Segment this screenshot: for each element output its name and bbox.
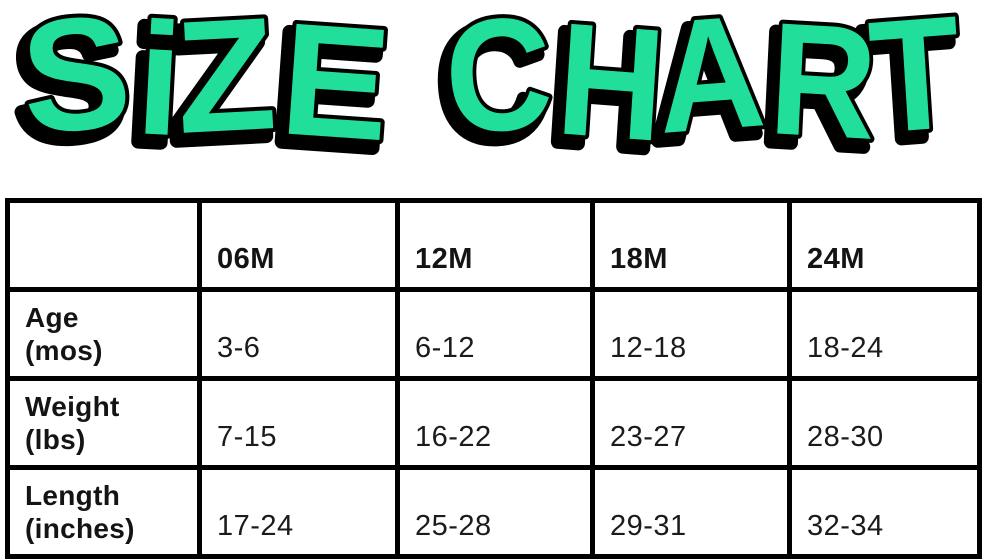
- table-row-length: Length (inches) 17-24 25-28 29-31 32-34: [5, 465, 982, 559]
- table-cell: 25-28: [395, 465, 595, 559]
- corner-cell: [5, 198, 202, 292]
- row-label-line: Age: [25, 301, 79, 333]
- row-label-length: Length (inches): [5, 465, 202, 559]
- title-word-chart: CHART: [440, 0, 966, 174]
- table-cell: 7-15: [197, 376, 400, 470]
- row-label-line: (inches): [25, 513, 135, 544]
- column-header-18m: 18M: [590, 198, 792, 292]
- table-cell: 3-6: [197, 287, 400, 381]
- title-word-size-shadow: SiZE: [9, 0, 389, 180]
- table-cell: 18-24: [787, 287, 982, 381]
- table-row-weight: Weight (lbs) 7-15 16-22 23-27 28-30: [5, 376, 982, 470]
- title-word-chart-shadow: CHART: [433, 0, 959, 180]
- table-cell: 28-30: [787, 376, 982, 470]
- table-cell: 6-12: [395, 287, 595, 381]
- row-label-line: Weight: [25, 390, 120, 422]
- title-word-size: SiZE: [16, 0, 396, 174]
- column-header-06m: 06M: [197, 198, 400, 292]
- table-row-age: Age (mos) 3-6 6-12 12-18 18-24: [5, 287, 982, 381]
- table-cell: 23-27: [590, 376, 792, 470]
- row-label-line: Length: [25, 479, 121, 511]
- column-header-12m: 12M: [395, 198, 595, 292]
- page-title: SiZE CHART SiZE CHART: [2, 0, 970, 180]
- row-label-weight: Weight (lbs): [5, 376, 202, 470]
- row-label-age: Age (mos): [5, 287, 202, 381]
- table-cell: 32-34: [787, 465, 982, 559]
- row-label-line: (mos): [25, 335, 103, 366]
- header-row: 06M 12M 18M 24M: [5, 198, 982, 292]
- column-header-24m: 24M: [787, 198, 982, 292]
- row-label-line: (lbs): [25, 424, 86, 455]
- table-cell: 17-24: [197, 465, 400, 559]
- title-shadow-layer: SiZE CHART: [2, 0, 966, 180]
- title-face-layer: SiZE CHART: [12, 0, 970, 178]
- table-cell: 16-22: [395, 376, 595, 470]
- size-table: 06M 12M 18M 24M Age (mos) 3-6 6-12 12-18…: [5, 198, 982, 559]
- table-cell: 29-31: [590, 465, 792, 559]
- table-cell: 12-18: [590, 287, 792, 381]
